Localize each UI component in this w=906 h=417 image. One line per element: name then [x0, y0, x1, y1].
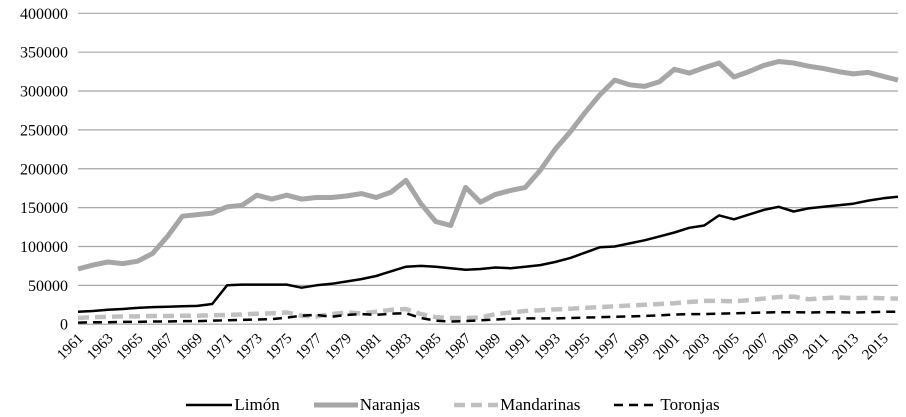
x-axis-tick-label: 1973: [233, 331, 266, 364]
y-axis-tick-label: 300000: [20, 84, 68, 101]
legend-line-sample-limon: [186, 403, 233, 407]
x-axis-tick-label: 1997: [591, 330, 624, 363]
x-axis-tick-label: 1975: [263, 331, 296, 364]
x-axis-tick-label: 2007: [740, 330, 773, 363]
series-line-naranjas: [77, 59, 899, 272]
x-axis-tick-label: 2013: [830, 331, 863, 364]
x-axis-tick-label: 2009: [770, 331, 803, 364]
legend-line-sample-toronjas: [614, 403, 659, 407]
y-axis-tick-label: 200000: [20, 161, 68, 178]
legend-line-sample-naranjas: [313, 402, 358, 408]
x-axis-tick-label: 1971: [203, 331, 236, 364]
x-axis-tick-label: 2005: [710, 331, 743, 364]
series-line-mandarinas: [77, 294, 899, 321]
x-axis-tick-label: 1965: [114, 331, 147, 364]
x-axis-tick-label: 1995: [561, 331, 594, 364]
y-axis-tick-label: 150000: [20, 200, 68, 217]
x-axis-tick-label: 2011: [800, 331, 832, 363]
y-axis-tick-label: 50000: [28, 278, 68, 295]
x-axis-tick-label: 1981: [352, 331, 385, 364]
x-axis-tick-label: 1989: [472, 331, 505, 364]
x-axis-tick-label: 1979: [323, 331, 356, 364]
x-axis-tick-label: 2015: [859, 331, 892, 364]
x-axis-tick-label: 1999: [621, 331, 654, 364]
legend-label-mandarinas: Mandarinas: [500, 395, 581, 414]
series-line-toronjas: [77, 310, 898, 324]
x-axis-tick-label: 1985: [412, 331, 445, 364]
y-axis-tick-label: 0: [60, 317, 68, 334]
chart-legend: Limón Naranjas Mandarinas Toronjas: [0, 395, 906, 415]
legend-label-naranjas: Naranjas: [359, 395, 421, 414]
x-axis-tick-label: 1983: [382, 331, 415, 364]
x-axis-tick-label: 1987: [442, 330, 475, 363]
y-axis-tick-label: 350000: [20, 45, 68, 62]
x-axis-tick-label: 1993: [531, 331, 564, 364]
legend-item-naranjas: Naranjas: [313, 395, 421, 415]
x-axis-tick-label: 2001: [651, 331, 684, 364]
x-axis-tick-label: 1961: [54, 331, 87, 364]
x-axis-tick-label: 1967: [144, 330, 177, 363]
x-axis-tick-label: 1963: [84, 331, 117, 364]
legend-item-limon: Limón: [186, 395, 280, 415]
legend-label-limon: Limón: [234, 395, 280, 414]
series-line-limón: [77, 195, 899, 314]
y-axis-tick-label: 100000: [20, 239, 68, 256]
legend-item-toronjas: Toronjas: [614, 395, 720, 415]
x-axis-tick-label: 1969: [174, 331, 207, 364]
y-axis-tick-label: 400000: [20, 6, 68, 23]
y-axis-tick-label: 250000: [20, 122, 68, 139]
legend-label-toronjas: Toronjas: [660, 395, 720, 414]
legend-line-sample-mandarinas: [454, 402, 499, 408]
x-axis-tick-label: 1991: [502, 331, 535, 364]
x-axis-tick-label: 1977: [293, 330, 326, 363]
x-axis-tick-label: 2003: [680, 331, 713, 364]
legend-item-mandarinas: Mandarinas: [454, 395, 580, 415]
